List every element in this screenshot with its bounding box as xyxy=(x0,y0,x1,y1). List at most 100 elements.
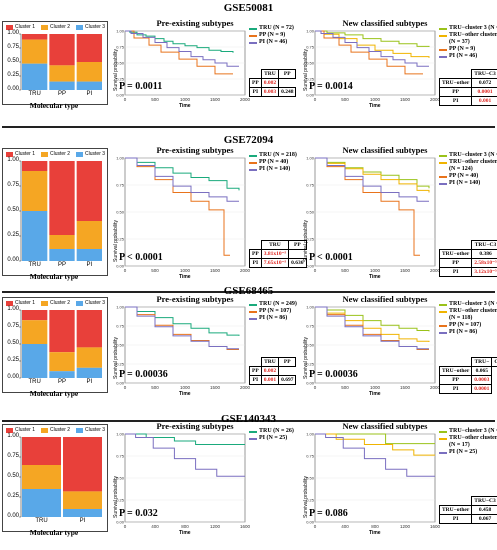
survival-legend: TRU (N = 249) PP (N = 107) PI (N = 86) xyxy=(249,301,297,322)
bar-segment-TRU-c1 xyxy=(22,310,48,321)
p-value: P = 0.086 xyxy=(309,508,348,519)
legend-entry: PP (N = 40) xyxy=(249,159,297,166)
legend-text: PI (N = 86) xyxy=(449,329,478,335)
legend-line xyxy=(249,155,257,157)
table-cell: 0.002 xyxy=(260,78,280,88)
cluster-legend: Cluster 1 Cluster 2 Cluster 3 xyxy=(6,24,105,30)
x-tick-label: 0 xyxy=(314,97,317,102)
table-cell: 0.697 xyxy=(278,375,297,385)
x-axis-label: Time xyxy=(179,103,191,109)
table-row: TRU−other 0.458 xyxy=(438,505,497,515)
y-tick-label: 0.00 xyxy=(116,381,125,386)
y-tick-label: 0.50 xyxy=(7,207,19,213)
bar-segment-TRU-c2 xyxy=(22,39,48,64)
legend-item-cluster3: Cluster 3 xyxy=(76,427,105,433)
legend-text: PP (N = 107) xyxy=(449,322,482,328)
table-cell: 0.458 xyxy=(471,505,497,515)
table-corner xyxy=(439,496,473,506)
legend-entry: TRU−other cluster 3 xyxy=(439,159,497,166)
y-tick-label: 0.25 xyxy=(116,498,125,503)
x-tick-label: 1000 xyxy=(370,268,381,273)
table-header: TRU−C3 xyxy=(471,240,497,250)
table-cell: 2.58x10⁻⁵ xyxy=(471,258,497,268)
x-tick-label: 800 xyxy=(371,524,379,529)
pvalue-table: TRU−C3 TRU−other 0.386 PP 2.58x10⁻⁵ PI 3.12x10… xyxy=(438,240,497,277)
table-row-label: PP xyxy=(438,258,473,268)
legend-line xyxy=(439,438,447,440)
legend-entry: TRU (N = 249) xyxy=(249,301,297,308)
legend-line xyxy=(439,325,447,327)
legend-swatch-cluster2 xyxy=(41,24,49,30)
x-category-label: TRU xyxy=(28,91,41,97)
legend-entry: TRU−other cluster 3 xyxy=(439,308,497,315)
x-axis-label: Time xyxy=(369,274,381,280)
legend-entry: (N = 124) xyxy=(439,166,497,173)
table-header-row: TRU PP xyxy=(249,357,297,367)
legend-line xyxy=(439,452,447,454)
table-row: PP 2.58x10⁻⁵ xyxy=(438,258,497,268)
x-category-label: TRU xyxy=(28,379,41,385)
legend-line xyxy=(249,42,257,44)
x-tick-label: 400 xyxy=(151,524,159,529)
survival-legend: TRU (N = 218) PP (N = 40) PI (N = 140) xyxy=(249,152,297,173)
x-tick-label: 1500 xyxy=(400,268,411,273)
y-tick-label: 0.75 xyxy=(116,454,125,459)
x-tick-label: 1500 xyxy=(210,385,221,390)
dataset-title: GSE140343 xyxy=(220,413,276,425)
y-tick-label: 0.75 xyxy=(306,183,315,188)
legend-text: PP (N = 9) xyxy=(259,32,286,38)
legend-line xyxy=(439,332,447,334)
survival-title: Pre-existing subtypes xyxy=(156,421,234,431)
molecular-type-label: Molecular type xyxy=(29,528,79,537)
p-value: P < 0.0001 xyxy=(119,252,163,263)
legend-swatch-cluster2 xyxy=(41,300,49,306)
x-tick-label: 500 xyxy=(151,385,159,390)
table-cell: 0.072 xyxy=(471,78,497,88)
y-tick-label: 0.25 xyxy=(306,362,315,367)
x-tick-label: 0 xyxy=(124,268,127,273)
x-tick-label: 1000 xyxy=(370,385,381,390)
bar-segment-TRU-c2 xyxy=(22,320,48,344)
survival-title: Pre-existing subtypes xyxy=(156,18,234,28)
legend-entry: PP (N = 9) xyxy=(249,32,294,39)
table-cell: 3.12x10⁻⁵ xyxy=(471,267,497,277)
bar-segment-PP-c2 xyxy=(49,235,75,249)
legend-text: TRU−cluster 3 (N = 94) xyxy=(449,152,497,158)
legend-line xyxy=(439,431,447,433)
y-tick-label: 0.25 xyxy=(306,77,315,82)
table-cell: 0.003 xyxy=(260,87,280,97)
y-tick-label: 0.25 xyxy=(116,362,125,367)
survival-curve-tru_other xyxy=(315,30,430,58)
cluster-bar-panel: Cluster 1 Cluster 2 Cluster 3 1.00 0.75 0.50 0… xyxy=(2,21,108,105)
legend-swatch-cluster2 xyxy=(41,151,49,157)
legend-item-cluster1: Cluster 1 xyxy=(6,427,35,433)
x-tick-label: 2000 xyxy=(240,268,251,273)
legend-text: PP (N = 9) xyxy=(449,46,476,52)
table-row: TRU−other 0.072 xyxy=(438,78,497,88)
table-cell: 7.65x10⁻⁵ xyxy=(260,258,290,268)
x-tick-label: 1500 xyxy=(400,97,411,102)
legend-entry: PI (N = 46) xyxy=(249,39,294,46)
y-tick-label: 0.50 xyxy=(7,473,19,479)
legend-text: PI (N = 140) xyxy=(259,166,291,172)
y-tick-label: 0.25 xyxy=(116,237,125,242)
legend-line xyxy=(249,438,257,440)
legend-entry: TRU−other cluster 3 xyxy=(439,435,497,442)
y-tick-label: 0.75 xyxy=(7,453,19,459)
y-tick-label: 0.75 xyxy=(306,324,315,329)
table-header: TRU xyxy=(260,240,290,250)
table-row: PP 0.0003 xyxy=(438,375,497,385)
table-cell: 0.065 xyxy=(471,366,493,376)
x-tick-label: 1200 xyxy=(400,524,411,529)
y-tick-label: 0.50 xyxy=(116,210,125,215)
survival-title: New classified subtypes xyxy=(342,145,428,155)
table-corner xyxy=(249,240,262,250)
y-tick-label: 1.00 xyxy=(306,432,315,437)
legend-entry: TRU (N = 26) xyxy=(249,428,294,435)
table-header: TRU xyxy=(260,357,280,367)
survival-title: Pre-existing subtypes xyxy=(156,145,234,155)
bar-segment-PI-c3 xyxy=(63,509,102,517)
legend-label-cluster1: Cluster 1 xyxy=(15,151,36,157)
legend-line xyxy=(439,155,447,157)
y-tick-label: 0.75 xyxy=(7,323,19,329)
